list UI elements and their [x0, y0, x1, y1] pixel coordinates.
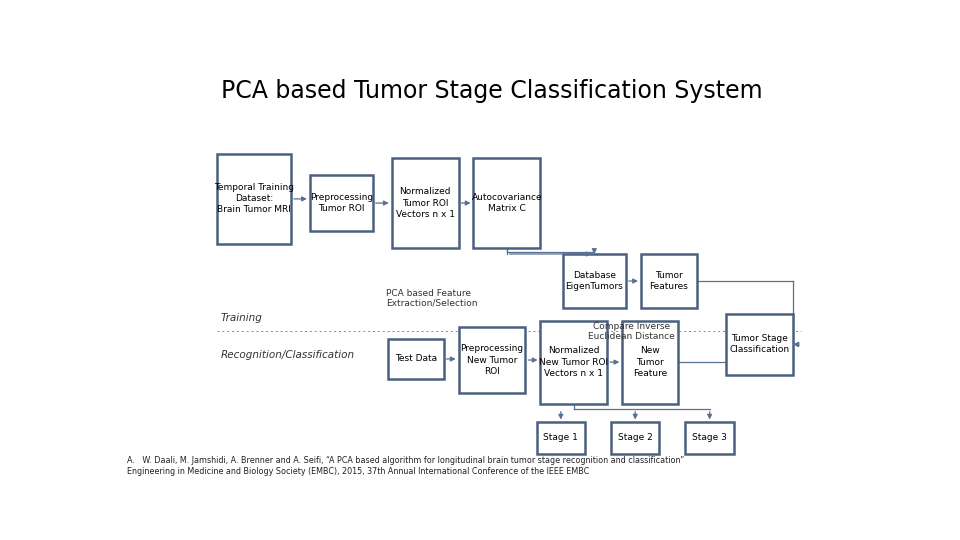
Text: Test Data: Test Data	[395, 354, 437, 363]
FancyBboxPatch shape	[310, 175, 372, 231]
Text: Autocovariance
Matrix C: Autocovariance Matrix C	[471, 193, 542, 213]
FancyBboxPatch shape	[392, 158, 459, 248]
Text: Compare Inverse
Euclidean Distance: Compare Inverse Euclidean Distance	[588, 322, 675, 341]
Text: Stage 3: Stage 3	[692, 434, 727, 442]
FancyBboxPatch shape	[611, 422, 660, 454]
Text: Recognition/Classification: Recognition/Classification	[221, 350, 354, 360]
Text: New
Tumor
Feature: New Tumor Feature	[633, 347, 667, 377]
FancyBboxPatch shape	[727, 314, 793, 375]
Text: PCA based Tumor Stage Classification System: PCA based Tumor Stage Classification Sys…	[221, 79, 763, 103]
Text: Database
EigenTumors: Database EigenTumors	[565, 271, 623, 291]
Text: Temporal Training
Dataset:
Brain Tumor MRI: Temporal Training Dataset: Brain Tumor M…	[214, 183, 294, 214]
Text: Preprocessing
New Tumor
ROI: Preprocessing New Tumor ROI	[461, 345, 523, 376]
Text: Tumor
Features: Tumor Features	[649, 271, 688, 291]
FancyBboxPatch shape	[537, 422, 585, 454]
Text: A.   W. Daali, M. Jamshidi, A. Brenner and A. Seifi, “A PCA based algorithm for : A. W. Daali, M. Jamshidi, A. Brenner and…	[128, 456, 684, 465]
Text: Tumor Stage
Classification: Tumor Stage Classification	[730, 334, 790, 354]
FancyBboxPatch shape	[459, 327, 525, 393]
Text: Normalized
New Tumor ROI
Vectors n x 1: Normalized New Tumor ROI Vectors n x 1	[540, 347, 609, 377]
Text: Engineering in Medicine and Biology Society (EMBC), 2015, 37th Annual Internatio: Engineering in Medicine and Biology Soci…	[128, 468, 589, 476]
Text: Preprocessing
Tumor ROI: Preprocessing Tumor ROI	[310, 193, 372, 213]
FancyBboxPatch shape	[622, 321, 678, 404]
FancyBboxPatch shape	[473, 158, 540, 248]
FancyBboxPatch shape	[217, 154, 291, 244]
Text: Training: Training	[221, 313, 262, 322]
Text: Stage 2: Stage 2	[618, 434, 653, 442]
Text: Normalized
Tumor ROI
Vectors n x 1: Normalized Tumor ROI Vectors n x 1	[396, 187, 454, 219]
FancyBboxPatch shape	[563, 254, 626, 308]
FancyBboxPatch shape	[540, 321, 608, 404]
FancyBboxPatch shape	[641, 254, 697, 308]
FancyBboxPatch shape	[685, 422, 733, 454]
Text: PCA based Feature
Extraction/Selection: PCA based Feature Extraction/Selection	[386, 288, 478, 308]
Text: Stage 1: Stage 1	[543, 434, 578, 442]
FancyBboxPatch shape	[388, 339, 444, 379]
